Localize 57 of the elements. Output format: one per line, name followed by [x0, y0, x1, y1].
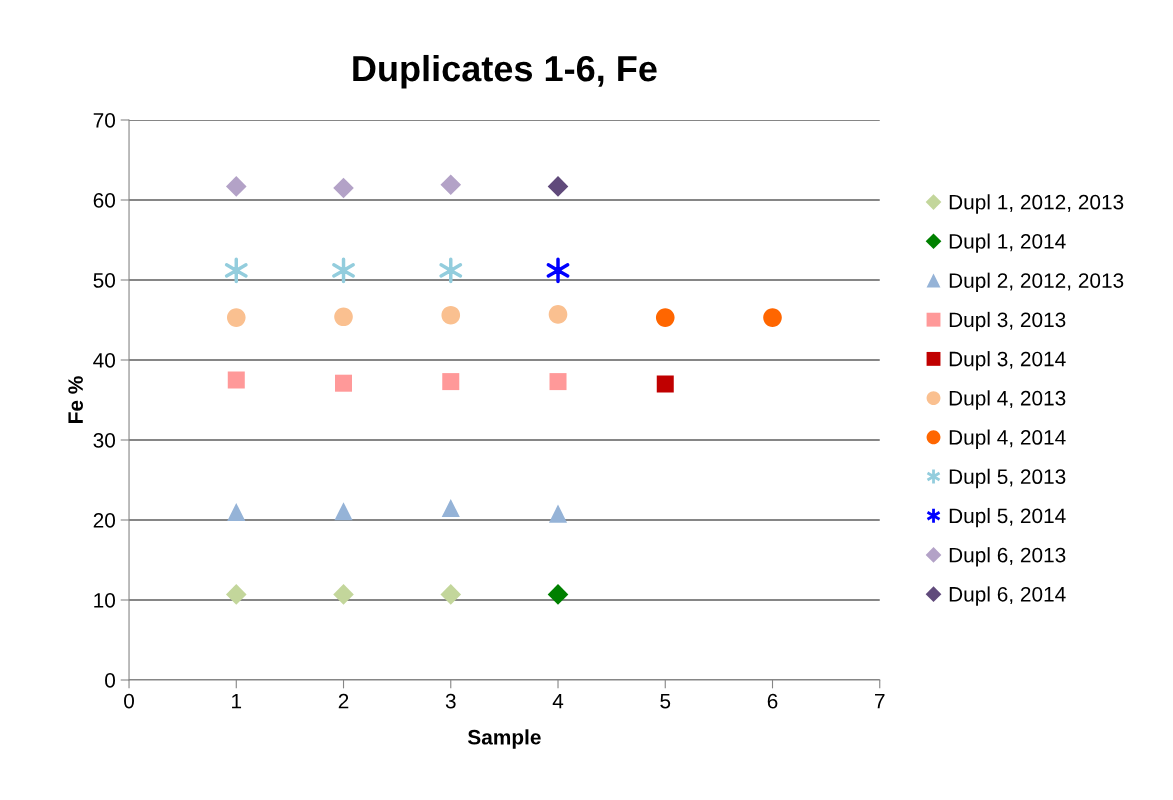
point — [225, 176, 247, 197]
point — [763, 308, 782, 327]
point — [335, 374, 353, 392]
point — [441, 498, 460, 518]
point — [442, 373, 460, 391]
legend-label: Dupl 5, 2013 — [949, 468, 1066, 489]
legend-label: Dupl 1, 2012, 2013 — [949, 194, 1124, 214]
legend-label: Dupl 1, 2014 — [949, 233, 1066, 253]
x-tick-label: 7 — [875, 693, 885, 709]
point — [656, 375, 674, 393]
x-tick-label: 1 — [232, 693, 242, 709]
point — [549, 373, 567, 391]
point — [439, 257, 463, 284]
y-axis-title: Fe % — [68, 376, 83, 423]
y-tick-label: 0 — [105, 673, 116, 688]
chart-title: Duplicates 1-6, Fe — [353, 54, 657, 89]
y-tick-label: 40 — [93, 353, 116, 368]
legend-label: Dupl 6, 2014 — [949, 586, 1066, 606]
legend-label: Dupl 3, 2013 — [949, 311, 1066, 332]
x-tick-label: 5 — [660, 693, 671, 709]
y-tick-label: 10 — [94, 593, 116, 608]
y-tick-label: 70 — [93, 113, 116, 128]
x-tick-label: 2 — [338, 693, 349, 709]
x-axis-title: Sample — [467, 729, 541, 749]
point — [334, 502, 353, 521]
point — [547, 176, 569, 197]
point — [655, 308, 675, 327]
point — [333, 177, 354, 199]
y-tick-label: 30 — [93, 433, 116, 448]
point — [440, 174, 462, 196]
legend-label: Dupl 5, 2014 — [949, 507, 1066, 528]
x-tick-label: 0 — [124, 693, 135, 709]
point — [225, 584, 247, 605]
point — [334, 307, 353, 327]
point — [332, 257, 355, 284]
point — [548, 305, 568, 324]
legend-label: Dupl 3, 2014 — [949, 351, 1066, 371]
point — [227, 371, 245, 389]
y-tick-label: 20 — [93, 513, 116, 528]
point — [546, 257, 570, 284]
legend-label: Dupl 6, 2013 — [949, 547, 1066, 567]
point — [227, 502, 246, 522]
point — [548, 504, 568, 523]
point — [441, 305, 461, 325]
legend-label: Dupl 2, 2012, 2013 — [949, 272, 1124, 293]
point — [224, 257, 248, 284]
point — [333, 584, 354, 605]
point — [547, 584, 569, 605]
y-tick-label: 60 — [93, 193, 116, 208]
x-tick-label: 6 — [767, 693, 778, 709]
y-tick-label: 50 — [93, 273, 116, 288]
legend-label: Dupl 4, 2014 — [949, 429, 1066, 449]
x-tick-label: 4 — [552, 693, 564, 709]
point — [440, 584, 462, 605]
point — [226, 308, 246, 327]
x-tick-label: 3 — [445, 693, 456, 709]
legend-label: Dupl 4, 2013 — [949, 390, 1066, 410]
